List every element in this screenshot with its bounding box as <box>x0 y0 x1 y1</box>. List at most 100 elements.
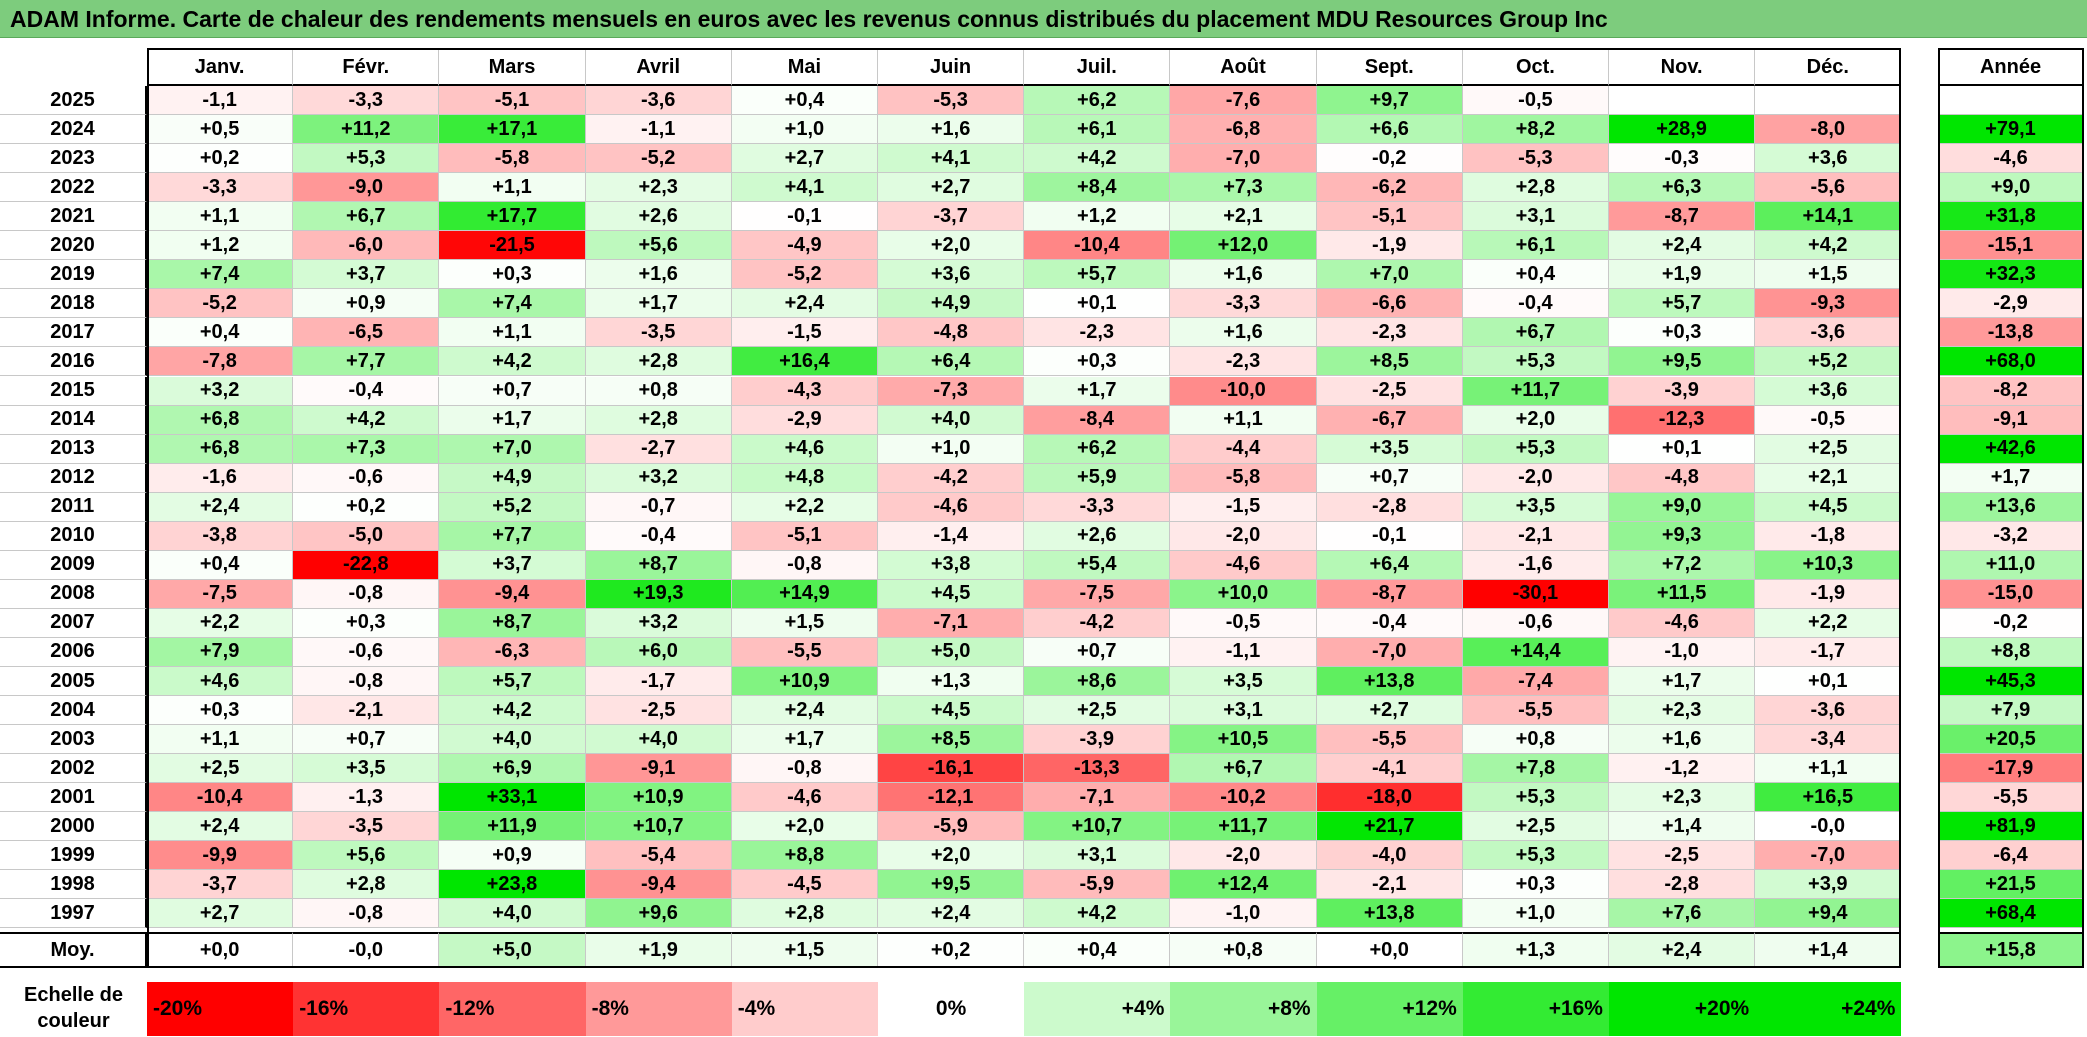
heat-cell: -1,6 <box>1462 550 1609 580</box>
heat-cell: -4,6 <box>878 492 1025 522</box>
heat-cell: +14,4 <box>1462 637 1609 667</box>
heat-cell: +0,5 <box>147 115 294 145</box>
heat-cell: -0,4 <box>293 376 440 406</box>
average-annual-cell: +15,8 <box>1938 932 2084 969</box>
heat-cell: +4,8 <box>731 463 878 493</box>
heat-cell: +1,7 <box>731 725 878 755</box>
heat-cell: +0,7 <box>439 376 586 406</box>
color-scale-step: -4% <box>731 982 878 1037</box>
heat-cell: -0,5 <box>1462 86 1609 116</box>
heat-cell: +1,7 <box>585 289 732 319</box>
average-cell: +0,2 <box>878 932 1025 969</box>
month-header-4: Avril <box>585 48 732 86</box>
average-label: Moy. <box>0 932 147 969</box>
year-label: 2009 <box>0 550 147 580</box>
heat-cell: +2,4 <box>731 696 878 726</box>
heat-cell: +3,5 <box>1462 492 1609 522</box>
year-label: 2001 <box>0 783 147 813</box>
heat-cell: +14,9 <box>731 579 878 609</box>
heat-cell: -5,0 <box>293 521 440 551</box>
month-header-6: Juin <box>878 48 1025 86</box>
heat-cell: +1,6 <box>1170 318 1317 348</box>
heat-cell: +4,2 <box>439 347 586 377</box>
heat-cell: +5,7 <box>439 667 586 697</box>
heat-cell: +2,4 <box>147 812 294 842</box>
heat-cell: +6,8 <box>147 405 294 435</box>
heat-cell: -2,1 <box>1316 870 1463 900</box>
annual-cell: -9,1 <box>1938 405 2084 435</box>
heat-cell: +0,3 <box>147 696 294 726</box>
heat-cell: +8,8 <box>731 841 878 871</box>
heat-cell: +8,4 <box>1024 173 1171 203</box>
heat-cell: +0,3 <box>293 608 440 638</box>
heat-cell: +4,6 <box>731 434 878 464</box>
heat-cell: +12,0 <box>1170 231 1317 261</box>
heat-cell: -7,0 <box>1316 637 1463 667</box>
heat-cell: -3,9 <box>1024 725 1171 755</box>
heat-cell: +0,4 <box>147 318 294 348</box>
annual-cell: -8,2 <box>1938 376 2084 406</box>
heat-cell: -1,1 <box>585 115 732 145</box>
heat-cell: +7,6 <box>1609 899 1756 929</box>
heat-cell: -7,6 <box>1170 86 1317 116</box>
heat-cell: -5,5 <box>1316 725 1463 755</box>
month-header-11: Nov. <box>1609 48 1756 86</box>
heat-cell: +1,6 <box>878 115 1025 145</box>
heat-cell: +2,5 <box>1755 434 1902 464</box>
color-scale-step: +4% <box>1024 982 1171 1037</box>
heat-cell: +6,9 <box>439 754 586 784</box>
heat-cell: -9,0 <box>293 173 440 203</box>
heat-cell: +2,0 <box>731 812 878 842</box>
heat-cell: -2,1 <box>293 696 440 726</box>
heat-cell: +6,1 <box>1024 115 1171 145</box>
heat-cell: +23,8 <box>439 870 586 900</box>
heat-cell: -4,1 <box>1316 754 1463 784</box>
heat-cell: -9,4 <box>439 579 586 609</box>
month-header-12: Déc. <box>1755 48 1902 86</box>
heat-cell: -3,6 <box>585 86 732 116</box>
heat-cell: +16,5 <box>1755 783 1902 813</box>
heat-cell: -4,5 <box>731 870 878 900</box>
heat-cell: +7,9 <box>147 637 294 667</box>
heat-cell: +2,4 <box>1609 231 1756 261</box>
heat-cell: +4,0 <box>439 899 586 929</box>
annual-cell: -15,1 <box>1938 231 2084 261</box>
heat-cell: -3,3 <box>1024 492 1171 522</box>
heat-cell: -0,8 <box>293 579 440 609</box>
heat-cell: +2,8 <box>1462 173 1609 203</box>
annual-cell: -0,2 <box>1938 608 2084 638</box>
year-label: 2011 <box>0 492 147 522</box>
heat-cell: +0,4 <box>731 86 878 116</box>
heat-cell: -0,2 <box>1316 144 1463 174</box>
heat-cell: -2,9 <box>731 405 878 435</box>
annual-cell: +68,4 <box>1938 899 2084 929</box>
heat-cell: +2,6 <box>585 202 732 232</box>
heat-cell: -6,5 <box>293 318 440 348</box>
heat-cell: +1,5 <box>1755 260 1902 290</box>
heat-cell: +2,8 <box>293 870 440 900</box>
heat-cell: -12,3 <box>1609 405 1756 435</box>
year-label: 2003 <box>0 725 147 755</box>
title-bar: ADAM Informe. Carte de chaleur des rende… <box>0 0 2087 38</box>
heat-cell: -5,9 <box>878 812 1025 842</box>
chart-title: ADAM Informe. Carte de chaleur des rende… <box>10 6 1608 32</box>
heat-cell: +10,9 <box>585 783 732 813</box>
heat-cell: +3,6 <box>1755 144 1902 174</box>
heat-cell: +2,4 <box>731 289 878 319</box>
heat-cell: -2,8 <box>1316 492 1463 522</box>
annual-cell: +31,8 <box>1938 202 2084 232</box>
heat-cell: -0,5 <box>1755 405 1902 435</box>
heat-cell: +1,4 <box>1609 812 1756 842</box>
heat-cell: +7,7 <box>439 521 586 551</box>
heat-cell: +1,2 <box>1024 202 1171 232</box>
heat-cell: +9,4 <box>1755 899 1902 929</box>
heat-cell: +2,5 <box>1462 812 1609 842</box>
heat-cell: -1,3 <box>293 783 440 813</box>
heat-cell: -4,9 <box>731 231 878 261</box>
heat-cell: -6,7 <box>1316 405 1463 435</box>
year-label: 2000 <box>0 812 147 842</box>
heat-cell: +4,5 <box>1755 492 1902 522</box>
annual-cell: +13,6 <box>1938 492 2084 522</box>
heat-cell: -5,2 <box>585 144 732 174</box>
heat-cell: +1,6 <box>1170 260 1317 290</box>
